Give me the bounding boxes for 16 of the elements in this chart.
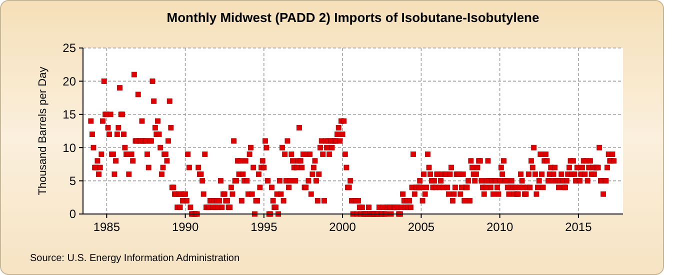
- y-tick-label: 15: [62, 108, 76, 122]
- y-tick-label: 10: [62, 140, 76, 155]
- x-tick-label: 2015: [565, 220, 592, 234]
- x-tick-label: 1985: [93, 220, 120, 234]
- x-tick-label: 2000: [329, 220, 356, 234]
- chart-title: Monthly Midwest (PADD 2) Imports of Isobutane-Isobutylene: [166, 10, 540, 25]
- y-tick-label: 5: [69, 174, 76, 188]
- y-tick-label: 20: [62, 74, 76, 88]
- x-tick-label: 2010: [486, 220, 514, 234]
- source-note: Source: U.S. Energy Information Administration: [30, 253, 240, 264]
- y-axis-title: Thousand Barrels per Day: [37, 66, 49, 196]
- x-tick-label: 2005: [408, 220, 435, 234]
- x-tick-label: 1995: [250, 220, 278, 234]
- y-tick-label: 0: [69, 207, 76, 222]
- x-tick-label: 1990: [172, 220, 199, 234]
- y-tick-label: 25: [62, 41, 76, 56]
